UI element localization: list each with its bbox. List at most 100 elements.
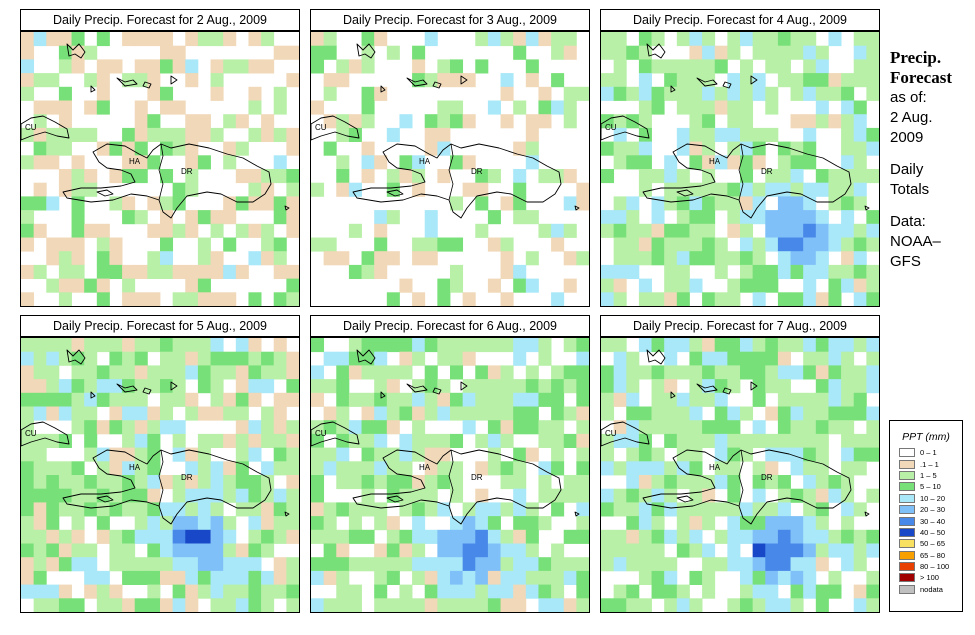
precip-cell [841, 365, 855, 380]
precip-cell [197, 264, 211, 279]
precip-cell [828, 182, 842, 197]
precip-cell [412, 45, 426, 60]
precip-cell [172, 447, 186, 462]
precip-cell [626, 488, 640, 503]
precip-cell [122, 155, 136, 170]
precip-cell [626, 351, 640, 366]
precip-cell [853, 433, 867, 448]
precip-cell [185, 570, 199, 585]
precip-cell [46, 32, 60, 47]
precip-cell [500, 338, 514, 353]
precip-cell [424, 237, 438, 252]
precip-cell [803, 420, 817, 435]
precip-cell [790, 516, 804, 531]
precip-cell [664, 251, 678, 266]
precip-cell [714, 86, 728, 101]
precip-cell [487, 392, 501, 407]
legend-item: > 100 [890, 572, 962, 583]
precip-cell [21, 570, 35, 585]
precip-cell [538, 488, 552, 503]
precip-cell [122, 392, 136, 407]
precip-cell [551, 237, 565, 252]
precip-cell [841, 210, 855, 225]
precip-cell [790, 32, 804, 47]
precip-cell [841, 127, 855, 142]
precip-cell [676, 169, 690, 184]
country-label-haiti: HA [419, 463, 431, 472]
precip-cell [336, 59, 350, 74]
precip-cell [740, 237, 754, 252]
precip-cell [399, 278, 413, 293]
precip-cell [223, 59, 237, 74]
precip-cell [740, 155, 754, 170]
precip-cell [248, 379, 262, 394]
precip-cell [576, 488, 589, 503]
precip-cell [197, 461, 211, 476]
precip-cell [664, 584, 678, 599]
precip-cell [790, 45, 804, 60]
precip-cell [513, 32, 527, 47]
precip-cell [853, 365, 867, 380]
precip-cell [462, 73, 476, 88]
precip-cell [323, 598, 337, 612]
precip-cell [487, 570, 501, 585]
precip-cell [336, 406, 350, 421]
precip-cell [714, 251, 728, 266]
precip-cell [487, 584, 501, 599]
precip-cell [601, 210, 615, 225]
precip-cell [361, 557, 375, 572]
precip-cell [752, 127, 766, 142]
precip-cell [676, 447, 690, 462]
precip-cell [134, 406, 148, 421]
precip-cell [613, 584, 627, 599]
precip-cell [702, 86, 716, 101]
precip-cell [336, 584, 350, 599]
precip-cell [815, 543, 829, 558]
precip-cell [424, 141, 438, 156]
precip-cell [122, 141, 136, 156]
precip-cell [424, 127, 438, 142]
precip-cell [752, 237, 766, 252]
precip-cell [740, 502, 754, 517]
precip-cell [576, 475, 589, 490]
precip-cell [563, 45, 577, 60]
precip-cell [765, 223, 779, 238]
precip-cell [727, 100, 741, 115]
precip-cell [740, 210, 754, 225]
precip-cell [727, 516, 741, 531]
precip-cell [777, 557, 791, 572]
precip-cell [437, 100, 451, 115]
precip-cell [613, 557, 627, 572]
precip-cell [866, 59, 879, 74]
precip-cell [689, 223, 703, 238]
precip-cell [399, 392, 413, 407]
precip-cell [261, 223, 275, 238]
precip-cell [33, 127, 47, 142]
precip-cell [122, 433, 136, 448]
precip-cell [803, 584, 817, 599]
precip-cell [273, 516, 287, 531]
precip-cell [33, 557, 47, 572]
precip-cell [160, 406, 174, 421]
precip-cell [147, 365, 161, 380]
legend-label: 40 – 50 [920, 527, 946, 537]
precip-cell [513, 516, 527, 531]
precip-cell [638, 169, 652, 184]
precip-cell [841, 351, 855, 366]
island-outline [432, 387, 442, 395]
precip-cell [412, 570, 426, 585]
precip-cell [563, 529, 577, 544]
precip-cell [412, 529, 426, 544]
precip-cell [386, 475, 400, 490]
precip-cell [273, 447, 287, 462]
precip-cell [374, 338, 388, 353]
precip-cell [601, 447, 615, 462]
precip-cell [109, 264, 123, 279]
precip-cell [160, 45, 174, 60]
precip-cell [58, 406, 72, 421]
precip-cell [122, 73, 136, 88]
precip-cell [386, 379, 400, 394]
precip-cell [160, 570, 174, 585]
precip-cell [160, 100, 174, 115]
precip-cell [96, 338, 110, 353]
